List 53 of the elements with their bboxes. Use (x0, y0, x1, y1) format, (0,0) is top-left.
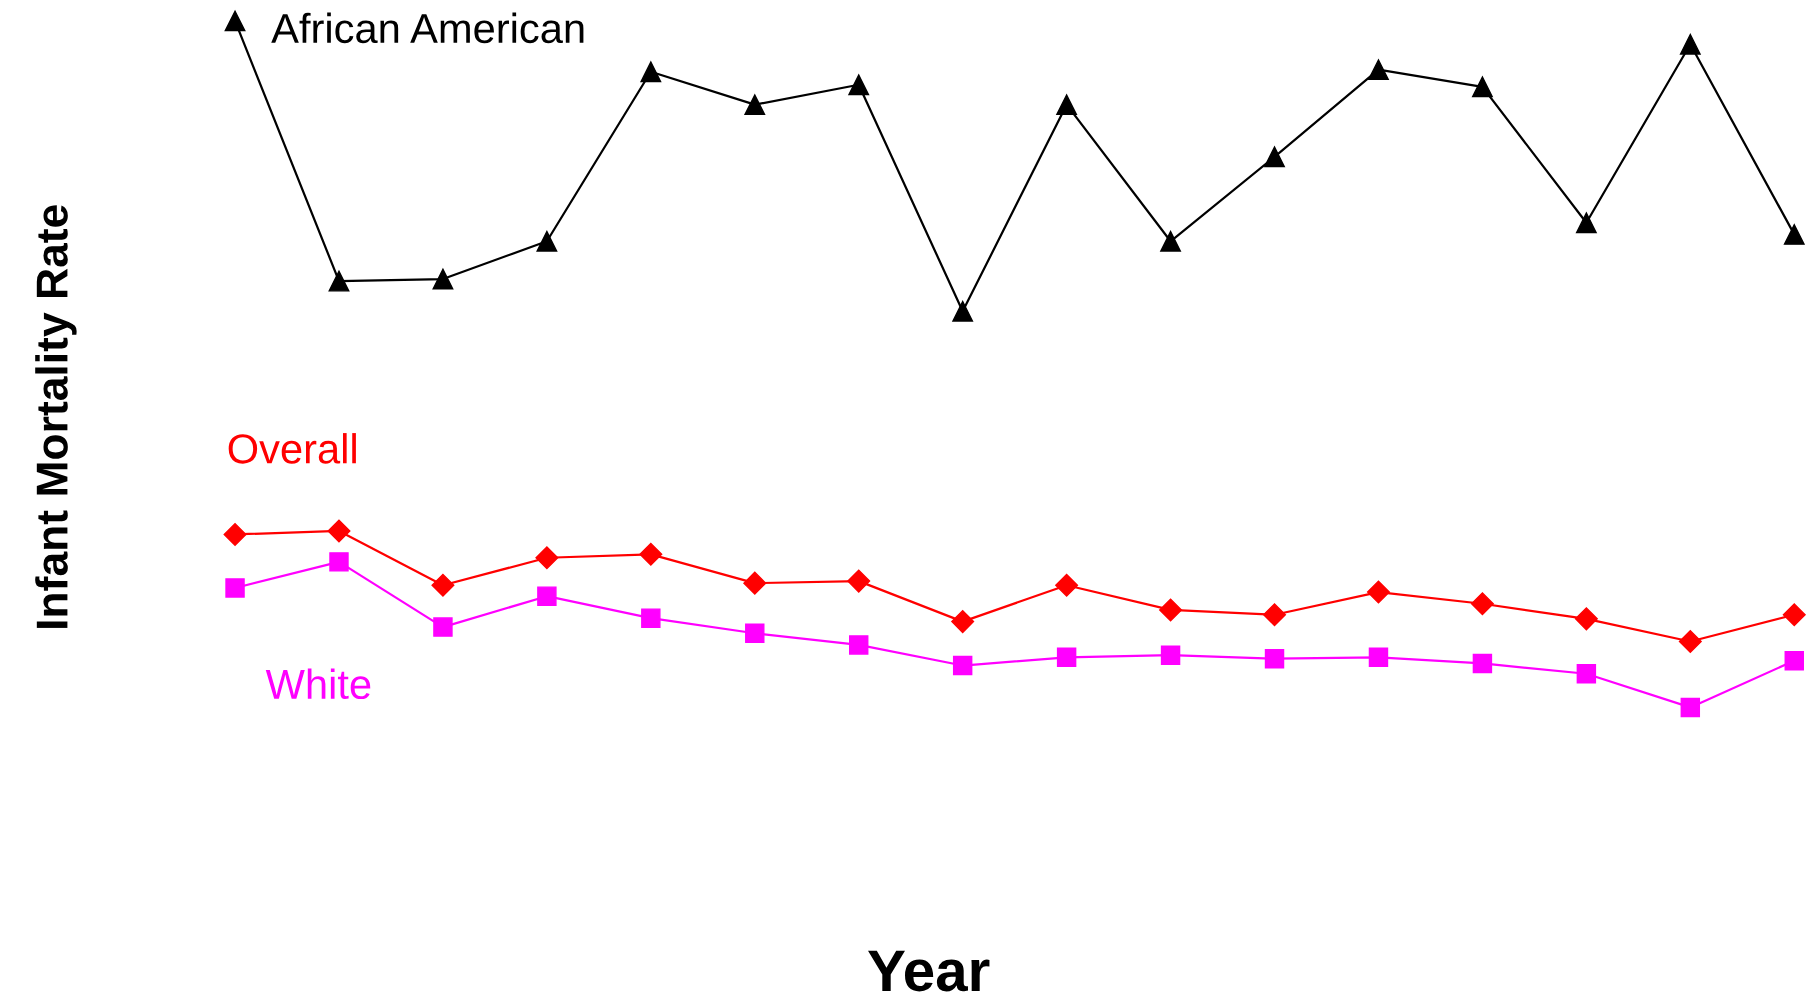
point (1160, 645, 1181, 665)
point (1472, 653, 1493, 674)
point (537, 586, 557, 606)
point (1263, 603, 1287, 627)
point (1368, 59, 1389, 81)
point (744, 94, 766, 116)
point (1783, 224, 1805, 245)
point (329, 552, 349, 572)
point (1055, 573, 1079, 597)
point (743, 571, 767, 595)
point (641, 608, 661, 628)
point (849, 635, 869, 655)
point (535, 546, 559, 570)
point (1056, 94, 1078, 116)
point (1264, 146, 1285, 168)
series-label: White (265, 668, 371, 700)
point (1470, 592, 1494, 616)
point (225, 578, 245, 598)
point (1368, 647, 1389, 668)
point (1784, 651, 1804, 671)
point (1680, 697, 1701, 718)
point (328, 270, 350, 292)
point (639, 542, 663, 566)
point (1160, 230, 1181, 252)
point (1679, 33, 1701, 55)
point (952, 300, 974, 322)
point (1471, 76, 1493, 98)
point (223, 522, 247, 546)
point (327, 519, 351, 543)
point (848, 74, 870, 96)
point (745, 623, 765, 643)
point (1056, 647, 1077, 668)
point (432, 268, 454, 290)
series-label: African American (271, 12, 584, 44)
y-axis-title: Infant Mortality Rate (35, 205, 77, 628)
point (1576, 664, 1597, 684)
point (431, 573, 455, 597)
point (847, 569, 871, 593)
point (1159, 598, 1183, 622)
point (1678, 630, 1702, 654)
point (1264, 648, 1285, 669)
point (433, 617, 453, 637)
point (536, 230, 558, 252)
point (640, 61, 662, 83)
series-label: Overall (228, 433, 356, 464)
point (1366, 580, 1390, 604)
point (1575, 212, 1597, 234)
point (952, 655, 973, 676)
x-axis-title: Year (868, 950, 990, 992)
point (951, 610, 975, 634)
point (1574, 607, 1598, 631)
point (1782, 603, 1806, 627)
point (224, 10, 246, 32)
